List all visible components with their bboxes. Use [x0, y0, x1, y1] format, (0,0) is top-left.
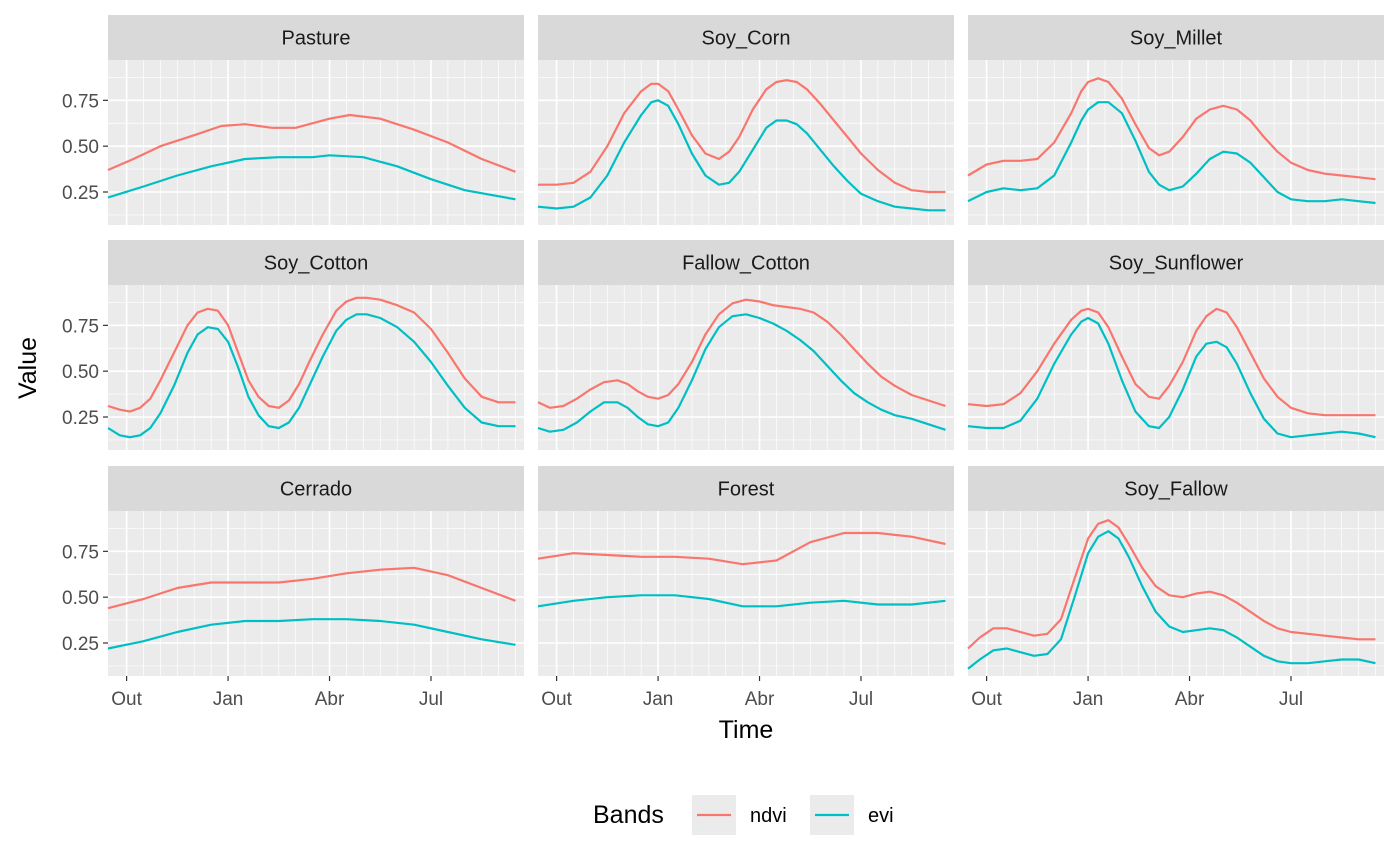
panel-cerrado: Cerrado	[107, 466, 524, 676]
y-tick-label: 0.50	[62, 362, 99, 383]
series-line-evi-cerrado	[107, 618, 516, 650]
series-line-evi-soy-sunflower	[967, 316, 1376, 439]
strip-soy-sunflower	[968, 240, 1384, 285]
panel-fallow-cotton: Fallow_Cotton	[537, 240, 954, 450]
series-line-ndvi-forest	[537, 531, 946, 566]
x-tick-label: Out	[111, 689, 142, 710]
strip-soy-cotton	[108, 240, 524, 285]
y-tick-label: 0.25	[62, 183, 99, 204]
strip-label-soy-millet: Soy_Millet	[1130, 28, 1223, 50]
series-line-evi-soy-millet	[967, 101, 1376, 205]
strip-label-soy-cotton: Soy_Cotton	[264, 253, 369, 275]
series-line-ndvi-soy-sunflower	[967, 307, 1376, 417]
x-tick-label: Out	[971, 689, 1002, 710]
y-tick-label: 0.75	[62, 542, 99, 563]
series-line-evi-soy-corn	[537, 99, 946, 212]
x-tick-label: Out	[541, 689, 572, 710]
strip-soy-fallow	[968, 466, 1384, 511]
series-line-evi-fallow-cotton	[537, 313, 946, 433]
x-tick-label: Abr	[1175, 689, 1205, 710]
strip-label-soy-sunflower: Soy_Sunflower	[1109, 253, 1244, 275]
y-tick-label: 0.25	[62, 408, 99, 429]
gridlines-pasture	[108, 60, 524, 225]
panel-soy-cotton: Soy_Cotton	[107, 240, 524, 450]
series-line-ndvi-soy-cotton	[107, 296, 516, 413]
gridlines-fallow-cotton	[538, 285, 954, 450]
gridlines-soy-corn	[538, 60, 954, 225]
series-line-ndvi-soy-millet	[967, 77, 1376, 181]
panel-soy-millet: Soy_Millet	[967, 15, 1384, 225]
y-tick-label: 0.25	[62, 634, 99, 655]
strip-soy-millet	[968, 15, 1384, 60]
panel-bg-soy-corn	[538, 60, 954, 225]
legend-label-ndvi: ndvi	[750, 805, 787, 827]
strip-pasture	[108, 15, 524, 60]
series-line-ndvi-soy-fallow	[967, 519, 1376, 650]
series-line-ndvi-cerrado	[107, 566, 516, 610]
series-line-evi-soy-cotton	[107, 313, 516, 439]
strip-forest	[538, 466, 954, 511]
panel-bg-fallow-cotton	[538, 285, 954, 450]
panel-forest: Forest	[537, 466, 954, 676]
series-line-ndvi-fallow-cotton	[537, 298, 946, 409]
strip-label-cerrado: Cerrado	[280, 479, 352, 501]
gridlines-forest	[538, 511, 954, 676]
series-line-evi-forest	[537, 594, 946, 608]
series-line-ndvi-soy-corn	[538, 79, 946, 194]
y-tick-label: 0.75	[62, 91, 99, 112]
strip-label-pasture: Pasture	[282, 28, 351, 50]
x-tick-label: Jul	[849, 689, 873, 710]
legend-title: Bands	[593, 801, 664, 829]
y-axis-title: Value	[14, 337, 42, 399]
panel-pasture: Pasture	[107, 15, 524, 225]
series-line-evi-soy-fallow	[967, 530, 1376, 670]
strip-label-fallow-cotton: Fallow_Cotton	[682, 253, 810, 275]
panel-bg-soy-fallow	[968, 511, 1384, 676]
y-tick-label: 0.75	[62, 316, 99, 337]
panel-bg-cerrado	[108, 511, 524, 676]
series-line-evi-pasture	[107, 154, 516, 201]
x-tick-label: Abr	[745, 689, 775, 710]
y-axis-ticks: 0.25 0.50 0.75 0.25 0.50 0.75 0.25 0.50 0.75	[62, 91, 108, 655]
panel-soy-corn: Soy_Corn	[537, 15, 954, 225]
strip-label-forest: Forest	[718, 479, 775, 501]
strip-label-soy-fallow: Soy_Fallow	[1124, 479, 1228, 501]
y-tick-label: 0.50	[62, 588, 99, 609]
x-tick-label: Abr	[315, 689, 345, 710]
facet-panels: Pasture Soy_Corn Soy_Millet Soy_Cotton Fallo…	[107, 15, 1384, 676]
series-line-ndvi-pasture	[107, 113, 516, 173]
panel-bg-soy-cotton	[108, 285, 524, 450]
x-axis-title: Time	[719, 716, 774, 744]
strip-cerrado	[108, 466, 524, 511]
panel-soy-fallow: Soy_Fallow	[967, 466, 1384, 676]
gridlines-cerrado	[108, 511, 524, 676]
x-axis-ticks: Out Jan Abr Jul Out Jan Abr Jul Out Jan Abr Jul	[111, 676, 1303, 710]
x-tick-label: Jul	[1279, 689, 1303, 710]
panel-bg-forest	[538, 511, 954, 676]
strip-soy-corn	[538, 15, 954, 60]
x-tick-label: Jul	[419, 689, 443, 710]
strip-label-soy-corn: Soy_Corn	[702, 28, 791, 50]
panel-soy-sunflower: Soy_Sunflower	[967, 240, 1384, 450]
x-tick-label: Jan	[643, 689, 674, 710]
legend-label-evi: evi	[868, 805, 894, 827]
x-tick-label: Jan	[213, 689, 244, 710]
panel-bg-soy-sunflower	[968, 285, 1384, 450]
strip-fallow-cotton	[538, 240, 954, 285]
legend: Bands ndvi evi	[593, 795, 894, 835]
y-tick-label: 0.50	[62, 137, 99, 158]
x-tick-label: Jan	[1073, 689, 1104, 710]
